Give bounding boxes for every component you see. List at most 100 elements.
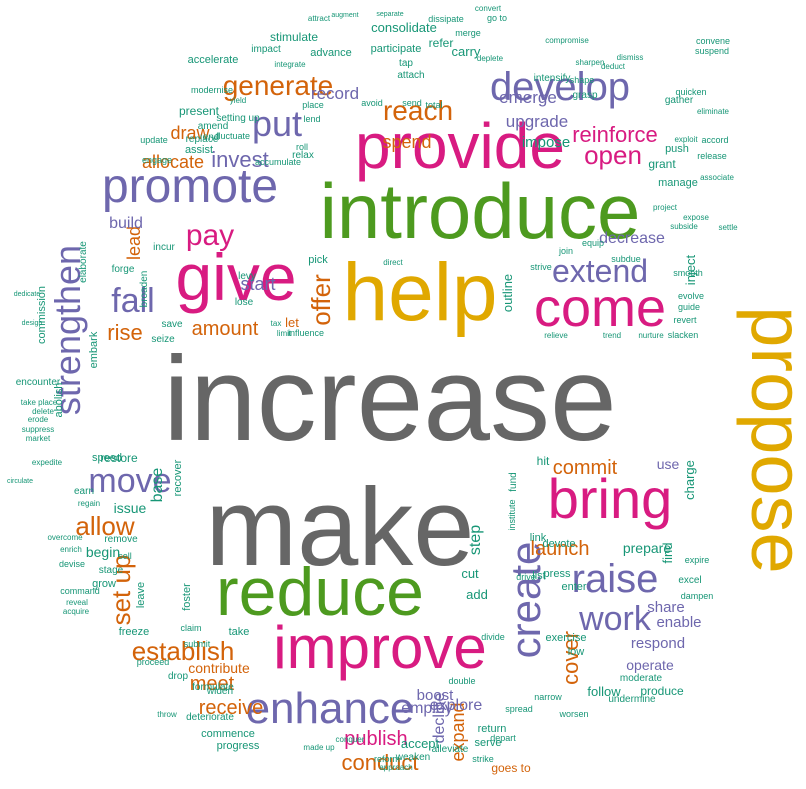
word-commence: commence xyxy=(201,728,255,740)
word-abolish: abolish xyxy=(53,383,65,418)
word-foster: foster xyxy=(181,583,193,611)
word-nurture: nurture xyxy=(638,331,664,340)
word-smooth: smooth xyxy=(673,268,703,278)
word-consolidate: consolidate xyxy=(371,20,437,35)
word-generate: generate xyxy=(223,70,334,101)
word-add: add xyxy=(466,587,488,602)
word-establish: establish xyxy=(132,636,235,666)
word-limit: limit xyxy=(277,329,292,338)
word-dedicate: dedicate xyxy=(14,291,41,298)
word-claim: claim xyxy=(180,623,201,633)
word-issue: issue xyxy=(114,500,147,516)
word-reinforce: reinforce xyxy=(572,122,658,147)
word-spread: spread xyxy=(505,704,533,714)
word-subside: subside xyxy=(670,222,698,231)
word-outline: outline xyxy=(500,274,515,312)
word-exercise: exercise xyxy=(546,632,587,644)
word-manage: manage xyxy=(658,177,698,189)
word-lose: lose xyxy=(235,297,254,308)
word-lead: lead xyxy=(124,226,144,260)
word-moderate: moderate xyxy=(620,673,663,684)
word-accord: accord xyxy=(701,135,728,145)
word-compromise: compromise xyxy=(545,36,589,45)
word-commit: commit xyxy=(553,457,618,479)
word-find: find xyxy=(660,543,675,564)
word-take: take xyxy=(229,626,250,638)
word-base: base xyxy=(149,468,166,503)
word-deduct: deduct xyxy=(601,62,626,71)
word-intensify: intensify xyxy=(534,73,571,84)
word-drop: drop xyxy=(168,671,188,682)
word-attract: attract xyxy=(308,14,331,23)
word-modernise: modernise xyxy=(191,85,233,95)
word-promote: promote xyxy=(102,160,278,213)
word-alleviate: alleviate xyxy=(432,744,469,755)
word-expedite: expedite xyxy=(32,458,63,467)
word-exploit: exploit xyxy=(674,135,698,144)
word-enter: enter xyxy=(561,581,586,593)
word-allocate: allocate xyxy=(142,152,204,172)
word-low: low xyxy=(568,646,585,658)
word-engage: engage xyxy=(142,155,172,165)
word-design: design xyxy=(22,320,43,327)
word-respond: respond xyxy=(631,635,685,652)
word-receive: receive xyxy=(199,697,263,719)
word-serve: serve xyxy=(475,737,502,749)
word-make: make xyxy=(206,466,475,589)
word-bring: bring xyxy=(548,467,673,530)
word-upgrade: upgrade xyxy=(506,112,568,131)
word-grow: grow xyxy=(92,578,116,590)
word-employ: employ xyxy=(401,700,453,717)
word-augment: augment xyxy=(331,12,358,19)
word-release: release xyxy=(697,151,727,161)
word-settle: settle xyxy=(718,223,738,232)
word-made-up: made up xyxy=(303,743,335,752)
word-freeze: freeze xyxy=(119,626,150,638)
word-relieve: relieve xyxy=(544,331,568,340)
word-pick: pick xyxy=(308,254,328,266)
word-stimulate: stimulate xyxy=(270,30,318,44)
word-divide: divide xyxy=(481,632,505,642)
word-fall: fall xyxy=(111,282,154,320)
word-move: move xyxy=(88,462,171,500)
word-work: work xyxy=(578,600,652,638)
word-associate: associate xyxy=(700,173,734,182)
word-end: end xyxy=(203,132,220,143)
word-push: push xyxy=(665,143,689,155)
word-total: total xyxy=(425,100,442,110)
word-impose: impose xyxy=(522,134,570,151)
word-publish: publish xyxy=(344,728,407,750)
word-open: open xyxy=(584,140,642,170)
word-incur: incur xyxy=(153,242,175,253)
word-contribute: contribute xyxy=(188,660,250,676)
word-avoid: avoid xyxy=(361,98,383,108)
word-list: list xyxy=(532,570,545,582)
word-refer: refer xyxy=(429,36,454,50)
word-conduct: conduct xyxy=(341,750,418,775)
word-leave: leave xyxy=(135,582,147,608)
word-narrow: narrow xyxy=(534,692,562,702)
word-remove: remove xyxy=(104,534,138,545)
word-subdue: subdue xyxy=(611,254,641,264)
word-take-place: take place xyxy=(21,398,58,407)
word-come: come xyxy=(534,278,666,338)
word-return: return xyxy=(478,723,507,735)
word-pay: pay xyxy=(186,219,234,252)
word-tax: tax xyxy=(271,319,282,328)
word-strengthen: strengthen xyxy=(47,245,88,415)
word-grasp: grasp xyxy=(572,90,597,101)
word-produce: produce xyxy=(640,684,684,698)
word-present: present xyxy=(179,104,220,118)
word-attach: attach xyxy=(397,70,424,81)
word-offer: offer xyxy=(306,274,336,326)
word-sell: sell xyxy=(118,551,132,561)
word-project: project xyxy=(653,203,678,212)
word-strive: strive xyxy=(530,262,552,272)
word-commission: commission xyxy=(36,286,48,344)
word-conquer: conquer xyxy=(336,735,365,744)
word-reduce: reduce xyxy=(216,554,424,630)
word-deteriorate: deteriorate xyxy=(186,712,234,723)
word-go-to: go to xyxy=(487,13,507,23)
